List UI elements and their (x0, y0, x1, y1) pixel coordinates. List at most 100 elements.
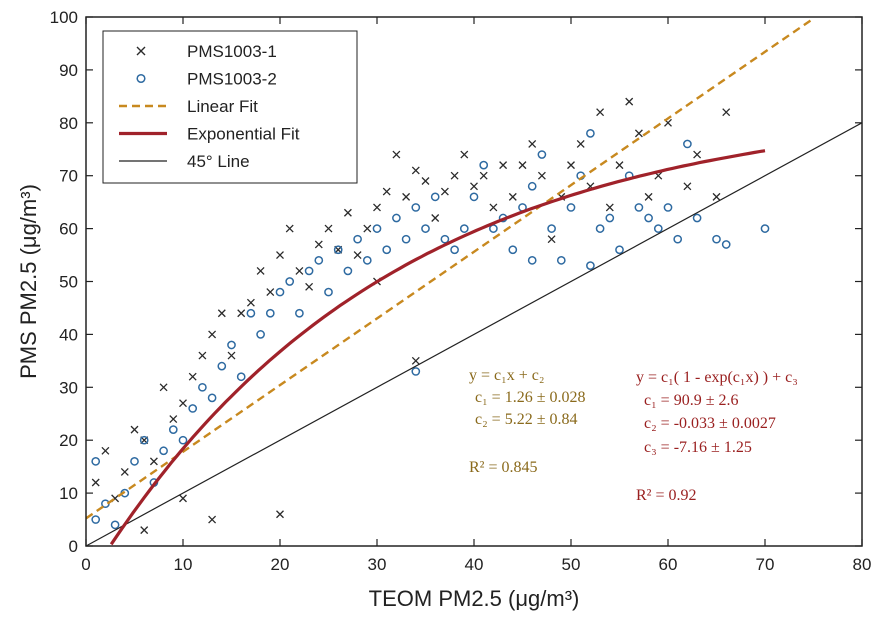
data-point-pms1003-2 (411, 367, 421, 376)
data-point-pms1003-1 (363, 224, 372, 233)
linear-fit-annotation: y = c₁x + c₂ c₁ = 1.26 ± 0.028 c₂ = 5.22… (469, 367, 585, 476)
x-axis-title: TEOM PM2.5 (μg/m³) (369, 586, 580, 611)
data-point-pms1003-1 (208, 515, 217, 524)
data-point-pms1003-2 (265, 308, 275, 318)
data-point-pms1003-2 (236, 372, 246, 382)
data-point-pms1003-1 (266, 288, 275, 297)
data-point-pms1003-2 (256, 330, 265, 339)
data-point-pms1003-1 (314, 240, 323, 249)
data-point-pms1003-1 (130, 425, 139, 434)
data-point-pms1003-2 (683, 139, 692, 149)
data-point-pms1003-1 (537, 171, 546, 180)
data-point-pms1003-1 (179, 494, 187, 503)
legend-label: Linear Fit (187, 97, 258, 116)
data-point-pms1003-2 (479, 160, 489, 170)
data-point-pms1003-1 (460, 150, 469, 159)
data-point-pms1003-1 (324, 224, 333, 233)
data-point-pms1003-1 (605, 203, 614, 212)
data-point-pms1003-2 (430, 192, 440, 202)
data-point-pms1003-1 (295, 266, 304, 275)
data-point-pms1003-2 (159, 446, 168, 456)
legend-label: PMS1003-1 (187, 42, 277, 61)
data-point-pms1003-1 (120, 467, 129, 476)
data-point-pms1003-1 (101, 446, 110, 455)
data-point-pms1003-2 (459, 224, 469, 233)
exponential-fit-annotation: y = c₁( 1 - exp(c₁x) ) + c₃ c₁ = 90.9 ± … (636, 369, 798, 504)
data-point-pms1003-1 (149, 457, 158, 466)
data-point-pms1003-1 (305, 282, 314, 291)
data-point-pms1003-1 (479, 171, 488, 180)
data-point-pms1003-2 (586, 129, 595, 138)
data-point-pms1003-1 (188, 372, 197, 381)
data-point-pms1003-2 (469, 192, 479, 202)
data-point-pms1003-2 (91, 515, 101, 524)
data-point-pms1003-2 (421, 224, 430, 233)
data-point-pms1003-2 (275, 287, 285, 297)
exp-r2: R² = 0.92 (636, 487, 697, 504)
data-point-pms1003-2 (489, 224, 498, 233)
data-point-pms1003-1 (508, 192, 517, 201)
data-point-pms1003-2 (605, 213, 615, 223)
data-point-pms1003-2 (188, 404, 198, 413)
fit-lines (86, 17, 862, 546)
legend-label: Exponential Fit (187, 125, 300, 144)
legend-item: 45° Line (119, 152, 250, 171)
data-point-pms1003-2 (760, 224, 770, 233)
y-tick-label: 40 (59, 325, 78, 344)
exp-c3: c₃ = -7.16 ± 1.25 (644, 439, 752, 456)
data-point-pms1003-2 (527, 255, 537, 265)
legend-item: Linear Fit (119, 97, 258, 116)
data-point-pms1003-2 (285, 277, 295, 286)
data-point-pms1003-1 (644, 192, 653, 201)
linear-c2: c₂ = 5.22 ± 0.84 (475, 411, 577, 428)
legend: PMS1003-1 PMS1003-2 Linear Fit Exponential … (102, 30, 358, 184)
exponential-fit-curve (109, 149, 766, 546)
data-point-pms1003-1 (382, 187, 391, 196)
data-point-pms1003-1 (722, 108, 731, 117)
data-point-pms1003-1 (615, 161, 624, 170)
data-point-pms1003-2 (91, 457, 101, 466)
data-point-pms1003-1 (237, 309, 246, 318)
data-point-pms1003-2 (712, 234, 721, 244)
data-point-pms1003-2 (595, 224, 605, 233)
data-point-pms1003-2 (527, 181, 537, 191)
data-point-pms1003-1 (217, 309, 226, 318)
data-point-pms1003-2 (324, 287, 333, 297)
linear-fit-line (86, 17, 815, 520)
y-tick-label: 60 (59, 220, 78, 239)
exp-equation: y = c₁( 1 - exp(c₁x) ) + c₃ (636, 369, 798, 386)
data-point-pms1003-2 (362, 255, 372, 265)
data-point-pms1003-2 (168, 425, 178, 434)
data-point-pms1003-1 (518, 161, 527, 170)
legend-item: Exponential Fit (119, 125, 300, 144)
legend-label: 45° Line (187, 152, 250, 171)
data-point-pms1003-1 (276, 251, 284, 260)
data-point-pms1003-1 (343, 208, 352, 217)
y-tick-label: 20 (59, 431, 78, 450)
data-point-pms1003-1 (91, 478, 100, 487)
data-point-pms1003-2 (110, 520, 120, 530)
data-point-pms1003-1 (528, 140, 537, 148)
data-point-pms1003-1 (625, 97, 634, 106)
legend-swatch-circle (136, 73, 146, 84)
x-tick-label: 30 (368, 555, 387, 574)
data-point-pms1003-2 (178, 435, 188, 445)
data-point-pms1003-2 (653, 224, 663, 233)
data-point-pms1003-1 (402, 192, 411, 201)
y-tick-label: 50 (59, 273, 78, 292)
x-tick-label: 60 (659, 555, 678, 574)
data-point-pms1003-1 (450, 171, 459, 180)
data-point-pms1003-2 (227, 340, 236, 350)
x-axis: 0 10 20 30 40 50 60 70 80 (81, 17, 871, 574)
data-point-pms1003-1 (159, 383, 168, 392)
data-point-pms1003-1 (373, 203, 381, 212)
data-point-pms1003-2 (139, 435, 149, 445)
x-tick-label: 10 (174, 555, 193, 574)
data-point-pms1003-1 (634, 129, 643, 138)
data-point-pms1003-1 (712, 192, 721, 201)
x-tick-label: 50 (562, 555, 581, 574)
data-point-pms1003-1 (246, 298, 255, 307)
data-point-pms1003-2 (566, 203, 576, 212)
data-point-pms1003-1 (693, 150, 702, 159)
